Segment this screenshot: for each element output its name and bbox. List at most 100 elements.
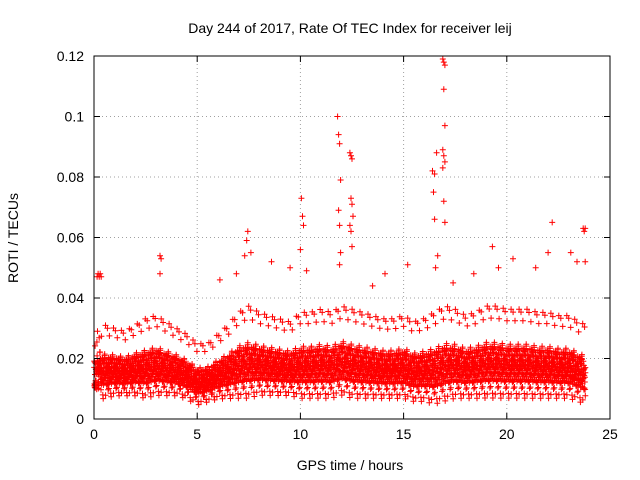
data-point	[134, 390, 141, 397]
data-point	[380, 347, 386, 354]
data-point	[225, 331, 232, 338]
data-point	[182, 392, 189, 399]
data-point	[384, 385, 391, 392]
data-point	[325, 308, 332, 315]
data-point	[252, 341, 259, 348]
data-point	[195, 401, 202, 408]
data-point	[221, 392, 228, 399]
data-point	[360, 384, 367, 391]
data-point	[206, 396, 212, 403]
data-point	[273, 324, 280, 331]
data-point	[232, 386, 239, 393]
data-point	[257, 382, 263, 388]
data-point	[325, 391, 332, 398]
data-point	[181, 355, 188, 362]
data-point	[128, 326, 135, 333]
data-point	[391, 386, 398, 393]
data-point	[182, 330, 188, 337]
y-tick-label: 0.02	[57, 351, 84, 367]
data-point	[223, 325, 230, 332]
data-point	[265, 322, 272, 329]
data-point	[360, 321, 367, 327]
data-point	[190, 396, 196, 403]
data-point	[176, 328, 182, 335]
x-tick-label: 0	[90, 426, 98, 442]
data-point	[114, 334, 121, 341]
data-point	[161, 383, 168, 390]
data-point	[241, 317, 248, 324]
data-point	[227, 395, 234, 402]
data-point	[288, 384, 294, 391]
data-point	[249, 317, 256, 323]
data-point	[215, 332, 222, 339]
data-point	[269, 389, 276, 396]
data-point	[197, 364, 204, 371]
data-point	[243, 395, 250, 402]
data-point	[263, 314, 270, 321]
data-point	[189, 361, 196, 367]
data-point	[327, 385, 334, 392]
data-point	[312, 384, 319, 391]
data-point	[245, 303, 252, 310]
y-tick-label: 0.04	[57, 290, 84, 306]
data-point	[144, 385, 151, 392]
data-point	[121, 384, 128, 391]
data-point	[288, 383, 295, 390]
data-point	[221, 353, 227, 360]
data-point	[380, 392, 387, 398]
data-point	[317, 391, 324, 398]
data-point	[101, 351, 108, 358]
data-point	[357, 308, 363, 315]
data-point	[94, 352, 101, 359]
data-point	[157, 345, 164, 352]
data-point	[289, 326, 296, 333]
data-point	[392, 325, 399, 332]
data-point	[351, 385, 358, 392]
data-point	[272, 383, 279, 390]
data-point	[121, 385, 127, 392]
data-point	[190, 337, 196, 343]
data-point	[319, 385, 326, 392]
data-point	[276, 346, 283, 353]
data-point	[384, 326, 391, 333]
data-point	[396, 391, 403, 398]
y-tick-label: 0.06	[57, 230, 84, 246]
data-point	[415, 389, 422, 396]
data-point	[208, 391, 215, 398]
data-point	[287, 321, 294, 328]
data-point	[374, 316, 381, 323]
data-point	[395, 346, 402, 353]
data-point	[404, 315, 411, 322]
y-tick-label: 0.08	[57, 169, 84, 185]
data-point	[383, 386, 390, 393]
data-point	[126, 389, 133, 396]
data-point	[169, 383, 176, 390]
data-point	[95, 385, 102, 392]
data-point	[211, 396, 218, 403]
data-point	[308, 343, 315, 350]
data-point	[358, 312, 365, 318]
data-point	[422, 317, 429, 324]
data-point	[271, 316, 278, 323]
data-point	[357, 391, 364, 398]
data-point	[255, 311, 262, 318]
data-point	[332, 341, 339, 348]
y-tick-label: 0	[76, 411, 84, 427]
data-point	[117, 353, 124, 360]
data-point	[324, 342, 331, 349]
data-point	[415, 366, 422, 373]
data-point	[98, 386, 104, 393]
data-point	[213, 358, 219, 365]
data-point	[260, 343, 267, 350]
data-point	[280, 383, 287, 390]
grid-lines	[94, 56, 610, 419]
data-point	[408, 327, 415, 334]
data-point	[404, 393, 411, 400]
data-point	[108, 393, 115, 400]
data-point	[160, 384, 167, 391]
x-tick-label: 10	[293, 426, 309, 442]
data-point	[113, 385, 119, 392]
data-point	[154, 323, 161, 330]
data-point	[153, 382, 160, 389]
